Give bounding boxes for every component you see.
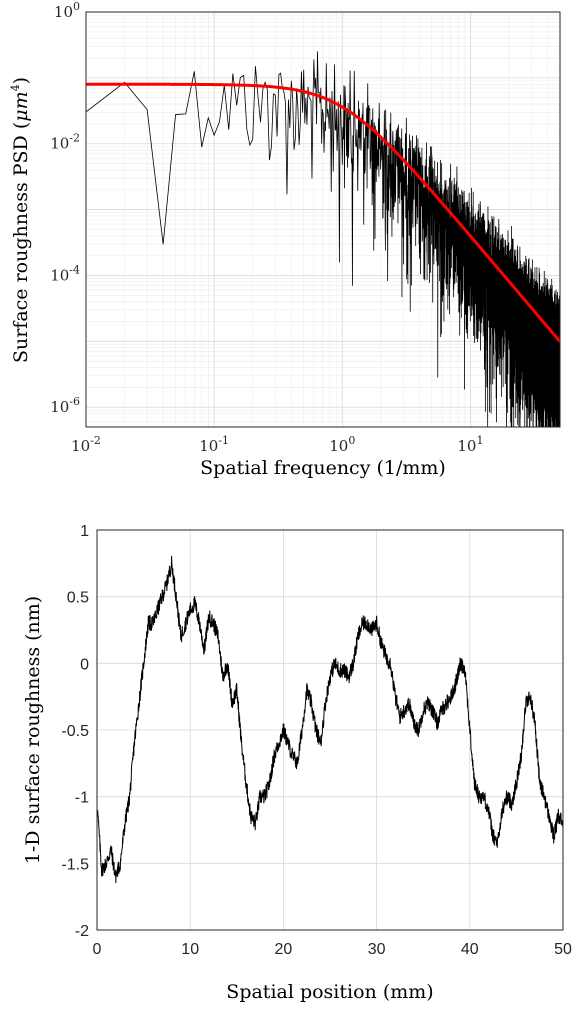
profile-y-tick-label: -1: [75, 790, 89, 807]
profile-x-tick-label: 10: [181, 941, 199, 958]
psd-y-tick-labels: 100 10-2 10-4 10-6: [50, 0, 80, 416]
psd-grid: [85, 12, 561, 428]
psd-x-tick-label: 100: [329, 434, 355, 455]
psd-x-tick-label: 10-2: [71, 434, 101, 455]
profile-x-axis-label: Spatial position (mm): [226, 981, 433, 1003]
psd-fit-series: [86, 82, 560, 343]
profile-x-tick-label: 40: [461, 941, 479, 958]
profile-y-tick-label: 0: [80, 656, 89, 673]
psd-y-tick-label: 10-6: [50, 395, 80, 416]
psd-measured-line: [86, 51, 560, 427]
profile-x-tick-label: 20: [275, 941, 293, 958]
profile-y-tick-label: -0.5: [61, 723, 89, 740]
profile-line: [96, 555, 564, 884]
profile-y-tick-label: -2: [75, 923, 89, 940]
profile-y-tick-labels: 1 0.5 0 -0.5 -1 -1.5 -2: [61, 523, 89, 940]
psd-y-axis-label: Surface roughness PSD (μm4): [9, 77, 32, 363]
profile-x-tick-label: 30: [368, 941, 386, 958]
profile-y-tick-label: -1.5: [61, 856, 89, 873]
psd-x-tick-label: 10-1: [199, 434, 229, 455]
profile-y-axis-label: 1-D surface roughness (nm): [22, 596, 44, 864]
psd-x-tick-labels: 10-2 10-1 100 101: [71, 434, 483, 455]
profile-plot-frame: [96, 529, 564, 931]
psd-x-axis-label: Spatial frequency (1/mm): [200, 457, 446, 479]
profile-y-tick-label: 0.5: [67, 590, 89, 607]
psd-y-tick-label: 100: [54, 0, 80, 21]
profile-x-tick-label: 0: [93, 941, 102, 958]
profile-plot: 0 10 20 30 40 50 1 0.5 0 -0.5 -1 -1.5 -2 Spatial po…: [22, 523, 572, 1003]
psd-plot: 10-2 10-1 100 101 100 10-2 10-4 10-6 Spatial f…: [9, 0, 561, 479]
psd-y-tick-label: 10-2: [50, 132, 80, 153]
profile-y-tick-label: 1: [80, 523, 89, 540]
psd-fit-line: [86, 82, 560, 343]
profile-series: [96, 555, 564, 884]
psd-y-tick-label: 10-4: [50, 263, 80, 284]
psd-x-tick-label: 101: [457, 434, 483, 455]
psd-plot-frame: [85, 11, 561, 428]
profile-x-tick-labels: 0 10 20 30 40 50: [93, 941, 572, 958]
psd-measured-series: [86, 51, 560, 427]
profile-x-tick-label: 50: [554, 941, 572, 958]
